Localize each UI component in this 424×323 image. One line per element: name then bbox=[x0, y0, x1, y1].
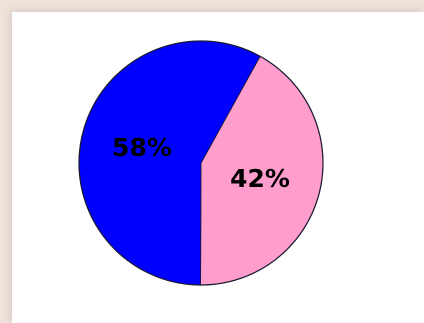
pie-slice-label-0: 42% bbox=[230, 164, 290, 193]
pie-outline bbox=[78, 40, 324, 286]
pie-slice-label-1: 58% bbox=[112, 133, 172, 162]
pie-labels: 42% 58% bbox=[112, 133, 290, 193]
